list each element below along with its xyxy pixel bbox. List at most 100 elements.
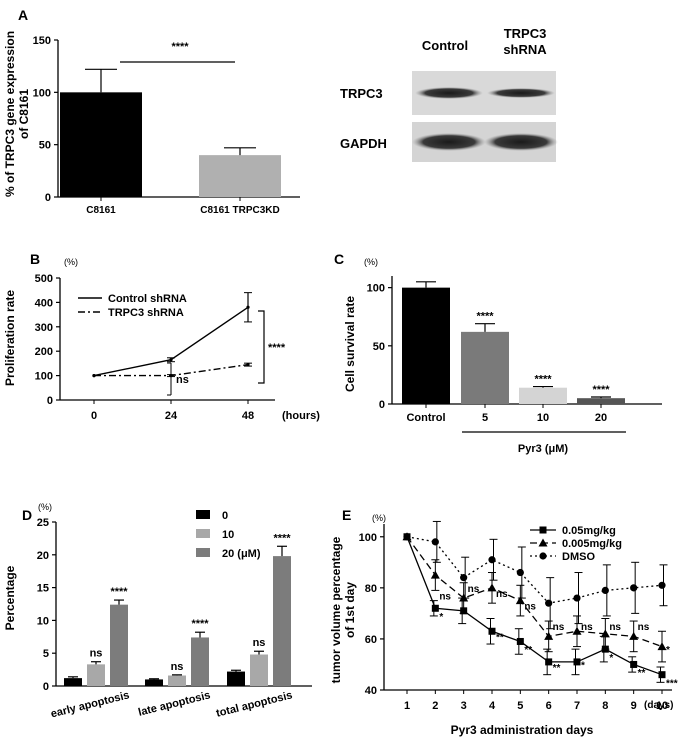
panel-e-point-2-7 — [601, 586, 609, 595]
panel-e-point-1-4 — [515, 596, 525, 605]
panel-e-annotation-16: *** — [666, 678, 678, 689]
panel-a-ytick-label-2: 100 — [33, 87, 51, 99]
panel-d-legend-swatch-1 — [196, 529, 210, 538]
panel-e-point-1-8 — [629, 631, 639, 640]
panel-a-ytick-label-0: 0 — [45, 192, 51, 204]
panel-d-sig-0-1: ns — [90, 648, 103, 660]
panel-e-ytick-label-3: 100 — [359, 532, 377, 544]
panel-e-annotation-8: * — [439, 612, 443, 623]
panel-e-annotation-1: ns — [468, 584, 480, 595]
panel-a-sig: **** — [171, 41, 189, 53]
panel-d-ytick-label-0: 0 — [43, 681, 49, 693]
panel-e-series-2 — [406, 536, 663, 604]
panel-a-ylabel-1: % of TRPC3 gene expression — [3, 31, 17, 197]
panel-e-point-1-1 — [430, 570, 440, 579]
panel-letter-e: E — [342, 507, 351, 523]
panel-e-point-2-0 — [403, 533, 411, 541]
panel-c-ytick-label-2: 100 — [367, 283, 385, 295]
panel-c-ytick-label-1: 50 — [373, 341, 385, 353]
panel-letter-c: C — [334, 251, 344, 267]
panel-a-xlabel-1: C8161 TRPC3KD — [200, 205, 279, 216]
panel-e-xlabel-5: 6 — [546, 700, 552, 712]
panel-e-annotation-0: ns — [439, 592, 451, 603]
panel-e-annotation-5: ns — [581, 622, 593, 633]
panel-b-legend-label-1: TRPC3 shRNA — [108, 307, 184, 319]
panel-d-ytick-label-2: 10 — [37, 615, 49, 627]
panel-b-xlabel-1: 24 — [165, 410, 178, 422]
blot-band-trpc3-control — [415, 87, 483, 99]
panel-e-xlabel-9: 10 — [656, 700, 668, 712]
panel-e-legend-label-0: 0.05mg/kg — [562, 525, 616, 537]
panel-d-xlabel-1: late apoptosis — [137, 689, 212, 719]
panel-d-legend-swatch-2 — [196, 548, 210, 557]
panel-e-point-2-9 — [658, 581, 666, 589]
panel-c-xlabel-3: 20 — [595, 412, 607, 424]
panel-b-sig-bracket — [258, 310, 265, 384]
panel-a-ylabel-2: of C8161 — [17, 89, 31, 139]
panel-e-point-2-1 — [431, 538, 439, 546]
panel-e-annotation-9: ** — [496, 632, 504, 643]
panel-b-xunit: (hours) — [282, 410, 320, 422]
panel-b-legend-label-0: Control shRNA — [108, 293, 187, 305]
panel-c-chart: (%) Cell survival rate 0 50 100 Control 5 ***… — [343, 257, 662, 455]
panel-c-xlabel-1: 5 — [482, 412, 488, 424]
panel-d-sig-1-2: **** — [191, 618, 209, 630]
panel-d-legend-label-0: 0 — [222, 510, 228, 522]
panel-b-ytick-label-2: 200 — [35, 346, 53, 358]
panel-d-sig-2-2: **** — [273, 532, 291, 544]
panel-e-xlabel-7: 8 — [602, 700, 608, 712]
panel-e-ylabel-1: tumor volume percentage — [329, 536, 343, 683]
panel-c-ytick-label-0: 0 — [379, 399, 385, 411]
panel-e-legend-label-2: DMSO — [562, 551, 595, 563]
panel-d-bar-0-2 — [110, 604, 128, 686]
panel-e-point-2-2 — [460, 574, 468, 582]
panel-a-xlabel-0: C8161 — [86, 205, 116, 216]
panel-e-annotation-14: ** — [638, 668, 646, 679]
panel-a-bar-0 — [60, 92, 142, 197]
panel-e-annotation-7: ns — [638, 622, 650, 633]
panel-b-ytick-label-0: 0 — [47, 395, 53, 407]
panel-e-series-0 — [406, 536, 663, 676]
panel-d-bar-0-1 — [87, 664, 105, 686]
panel-e-point-0-6 — [573, 658, 581, 666]
panel-e-ytick-label-2: 80 — [365, 583, 377, 595]
panel-d-sig-0-2: **** — [110, 586, 128, 598]
panel-letter-b: B — [30, 251, 40, 267]
panel-d-sig-1-1: ns — [171, 661, 184, 673]
panel-b-ytick-label-4: 400 — [35, 297, 53, 309]
panel-d-chart: (%) Percentage 0 5 10 15 20 25 ns **** early apo… — [3, 502, 312, 720]
panel-e-chart: (%) tumor volume percentage of 1st day 4… — [329, 513, 678, 737]
blot-col-control: Control — [422, 38, 468, 53]
panel-d-ylabel: Percentage — [3, 565, 17, 630]
panel-e-annotation-15: * — [666, 645, 670, 656]
panel-e-xlabel-1: 2 — [432, 700, 438, 712]
panel-e-point-2-3 — [488, 556, 496, 564]
panel-c-sig-3: **** — [592, 384, 610, 396]
panel-c-bar-1 — [461, 331, 509, 404]
panel-e-annotation-13: * — [609, 653, 613, 664]
panel-d-bar-1-1 — [168, 675, 186, 686]
panel-b-xlabel-2: 48 — [242, 410, 254, 422]
panel-c-bar-0 — [402, 287, 450, 404]
panel-e-point-1-7 — [600, 629, 610, 638]
panel-a-chart: % of TRPC3 gene expression of C8161 0 50 1… — [3, 31, 300, 216]
panel-a-bar-1 — [199, 155, 281, 197]
blot-row-gapdh: GAPDH — [340, 136, 387, 151]
panel-a-ytick-label-3: 150 — [33, 35, 51, 47]
panel-b-ylabel: Proliferation rate — [3, 290, 17, 386]
panel-c-xlabel-2: 10 — [537, 412, 549, 424]
blot-band-trpc3-shrna — [487, 88, 555, 98]
panel-e-legend-label-1: 0.005mg/kg — [562, 538, 622, 550]
panel-d-ytick-label-5: 25 — [37, 517, 49, 529]
panel-e-point-2-8 — [630, 584, 638, 592]
panel-letter-a: A — [18, 7, 28, 23]
blot-band-gapdh-shrna — [484, 133, 558, 151]
panel-e-point-0-8 — [630, 660, 638, 668]
panel-a-ytick-label-1: 50 — [39, 140, 51, 152]
panel-e-ytick-label-0: 40 — [365, 685, 377, 697]
panel-b-sig: **** — [268, 342, 286, 354]
panel-c-group-label: Pyr3 (μM) — [518, 443, 568, 455]
panel-d-ytick-label-4: 20 — [37, 550, 49, 562]
panel-e-point-2-6 — [573, 594, 581, 602]
panel-e-xlabel-2: 3 — [461, 700, 467, 712]
